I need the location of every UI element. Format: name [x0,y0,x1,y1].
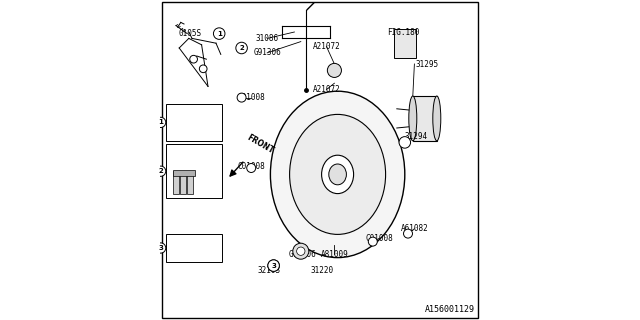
Ellipse shape [329,164,346,185]
Circle shape [214,28,225,39]
Circle shape [236,42,248,54]
Circle shape [156,117,166,127]
Text: A21072: A21072 [312,85,340,94]
Text: C01008: C01008 [237,162,265,171]
Circle shape [293,243,309,259]
Text: G91306: G91306 [253,48,281,57]
Ellipse shape [322,155,354,194]
Circle shape [399,137,411,148]
Text: FRONT: FRONT [245,133,275,155]
Bar [166,104,223,141]
Bar [394,29,416,58]
Text: 31294: 31294 [404,132,428,140]
Bar [173,171,179,194]
Text: 24234: 24234 [168,153,189,159]
Text: C01008: C01008 [237,93,265,102]
Text: G75006: G75006 [289,250,316,259]
Text: SS.255: SS.255 [188,129,214,135]
Text: C01008: C01008 [365,234,393,243]
Text: 31030: 31030 [168,129,189,135]
Text: 0105S: 0105S [179,29,202,38]
Text: A156001129: A156001129 [425,305,475,314]
Circle shape [156,166,166,176]
Bar [187,171,193,194]
Text: 32103: 32103 [257,266,280,275]
Text: ( -0811): ( -0811) [188,237,222,244]
Text: 31220: 31220 [310,266,333,275]
Text: A61082: A61082 [401,224,428,233]
Ellipse shape [271,91,405,258]
Text: 2: 2 [239,45,244,51]
Bar [180,171,186,194]
Text: 3: 3 [271,263,276,268]
Text: D92607: D92607 [168,238,193,244]
Text: SS.255: SS.255 [188,153,214,159]
Bar [166,144,223,198]
Circle shape [268,260,280,271]
Circle shape [247,164,255,172]
Circle shape [200,65,207,73]
Text: FIG.180: FIG.180 [387,28,419,36]
Circle shape [268,260,280,271]
Text: 3: 3 [158,245,163,251]
Circle shape [189,55,197,63]
Ellipse shape [409,96,417,141]
Text: 2: 2 [158,168,163,174]
Bar [173,170,195,176]
Text: 31295: 31295 [415,60,439,68]
Text: 1: 1 [158,119,163,125]
Text: D92609: D92609 [168,252,193,258]
Ellipse shape [290,115,385,234]
Text: (0811- ): (0811- ) [188,252,222,259]
Text: 31029: 31029 [168,110,189,116]
Text: SS.253: SS.253 [188,110,214,116]
Circle shape [368,237,378,246]
Bar [166,234,223,262]
Text: 31086: 31086 [255,34,279,43]
Text: 1: 1 [217,31,221,36]
Circle shape [297,247,305,255]
Bar [413,96,437,141]
Circle shape [237,93,246,102]
Ellipse shape [433,96,441,141]
Circle shape [327,63,342,77]
Circle shape [404,229,413,238]
Text: A21072: A21072 [312,42,340,51]
Text: A81009: A81009 [321,250,348,259]
Circle shape [156,243,166,253]
